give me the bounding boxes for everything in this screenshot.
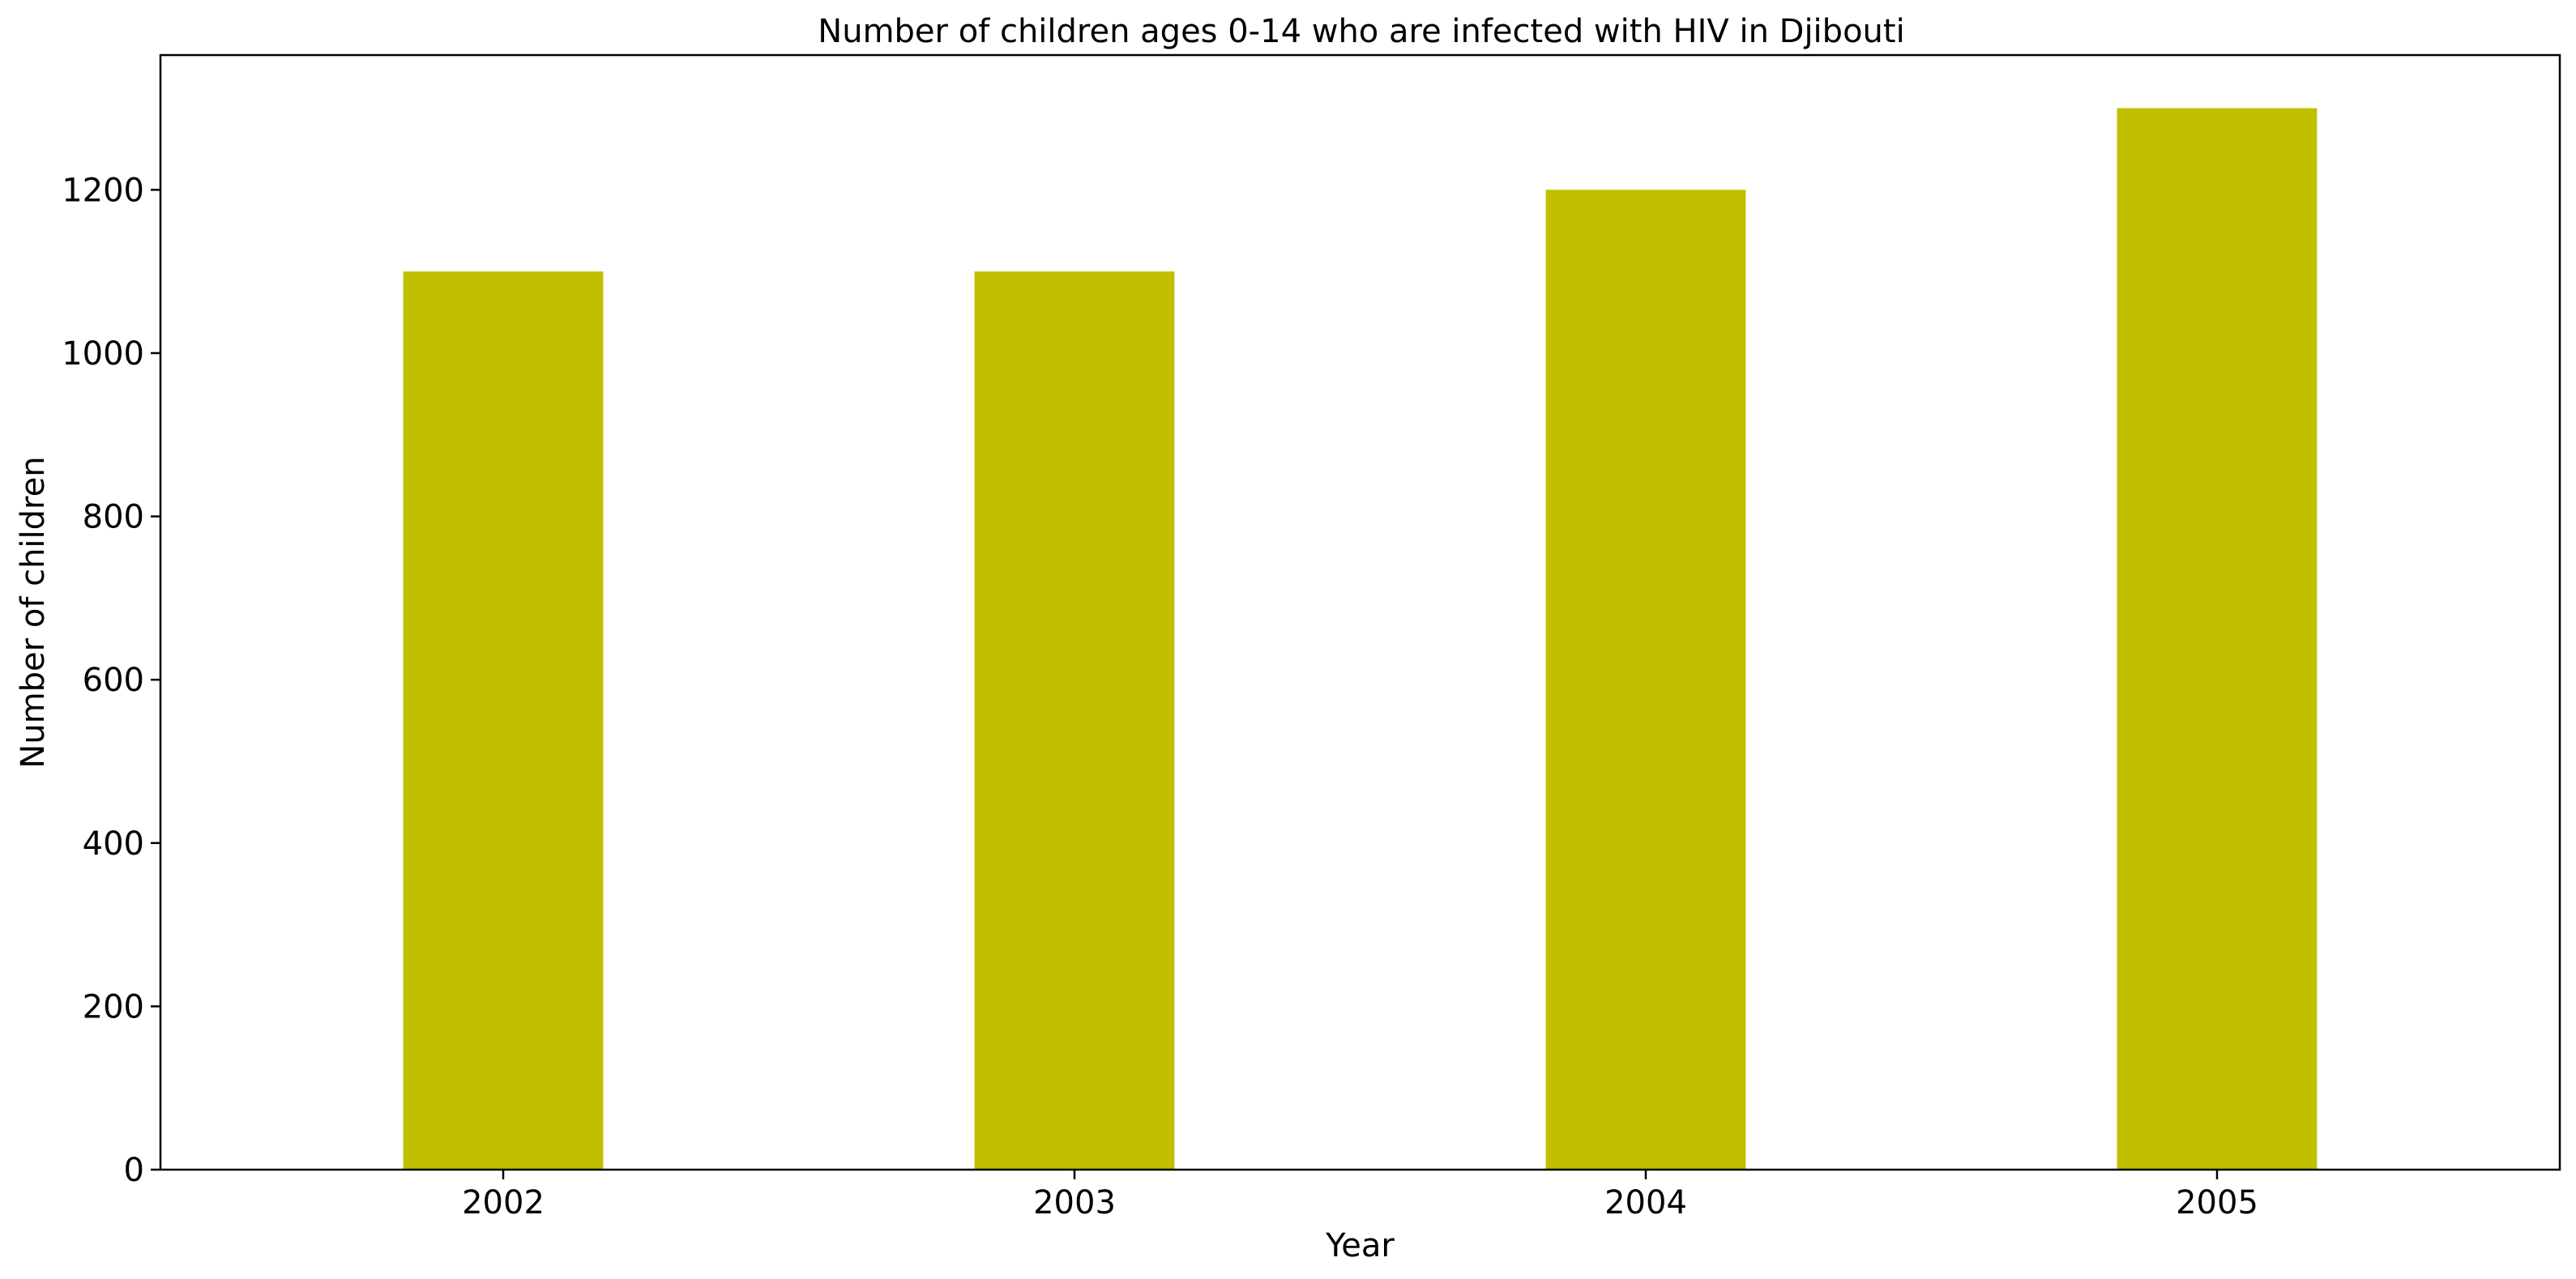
bar-2005 [2117, 108, 2318, 1170]
bar-2003 [974, 271, 1175, 1170]
y-tick-label: 600 [83, 662, 144, 699]
chart-title: Number of children ages 0-14 who are inf… [818, 13, 1904, 50]
x-tick-label: 2004 [1604, 1184, 1687, 1221]
y-tick-label: 0 [124, 1152, 144, 1189]
y-tick-label: 400 [83, 825, 144, 863]
y-tick-label: 800 [83, 499, 144, 536]
bars-group [403, 108, 2318, 1170]
x-axis-ticks: 2002 2003 2004 2005 [462, 1170, 2258, 1221]
bar-2004 [1545, 190, 1746, 1170]
y-tick-label: 1200 [62, 172, 144, 209]
plot-frame [159, 53, 2561, 1171]
y-tick-label: 1000 [62, 335, 144, 373]
y-axis-label: Number of children [15, 456, 52, 768]
x-tick-label: 2002 [462, 1184, 545, 1221]
y-axis-ticks: 0 200 400 600 800 1000 1200 [62, 172, 160, 1189]
x-tick-label: 2003 [1033, 1184, 1116, 1221]
y-tick-label: 200 [83, 988, 144, 1025]
x-axis-label: Year [1325, 1227, 1395, 1264]
x-tick-label: 2005 [2176, 1184, 2258, 1221]
bar-2002 [403, 271, 604, 1170]
